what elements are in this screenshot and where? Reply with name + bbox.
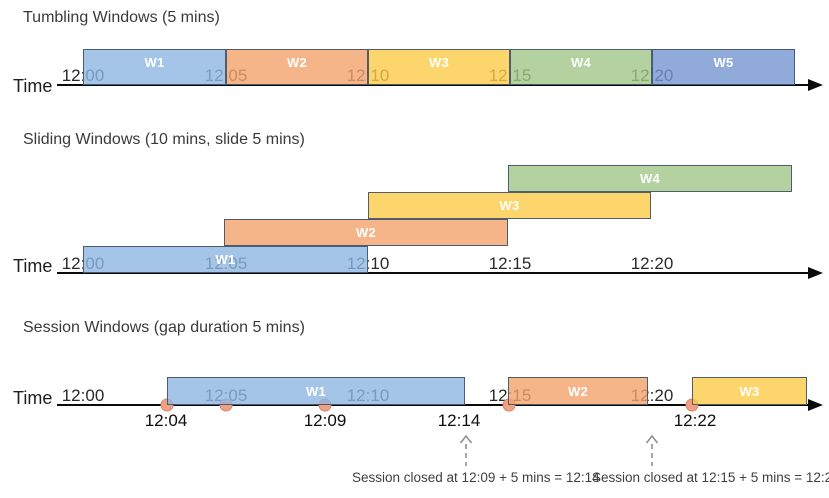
tumbling-section-title: Tumbling Windows (5 mins) — [23, 9, 220, 26]
session-timeline-arrow-icon — [808, 399, 823, 411]
session-tick-1200: 12:00 — [61, 386, 105, 405]
tumbling-time-axis-label: Time — [13, 76, 53, 96]
tumbling-window-w4: W4 — [510, 49, 652, 85]
sliding-window-w4-label: W4 — [639, 171, 661, 186]
sliding-window-w1: W1 — [83, 246, 368, 273]
dashed-up-arrow-icon-left — [459, 434, 473, 466]
sliding-window-w3: W3 — [368, 192, 651, 219]
tumbling-window-w2-label: W2 — [286, 55, 308, 70]
tumbling-timeline — [57, 84, 810, 86]
session-window-w1-label: W1 — [305, 383, 327, 399]
session-close-label-1214: 12:14 — [437, 411, 481, 430]
sliding-window-w2-label: W2 — [355, 225, 377, 240]
session-time-axis-label: Time — [13, 388, 53, 408]
sliding-tick-1215: 12:15 — [488, 254, 532, 273]
sliding-window-w1-label: W1 — [215, 252, 236, 267]
sliding-window-w4: W4 — [508, 165, 792, 192]
sliding-window-w3-label: W3 — [499, 198, 520, 213]
session-event-label-1209: 12:09 — [303, 411, 347, 430]
session-window-w3-label: W3 — [739, 383, 760, 399]
session-section-title: Session Windows (gap duration 5 mins) — [23, 319, 305, 336]
session-closed-annotation-left: Session closed at 12:09 + 5 mins = 12:14 — [352, 470, 600, 485]
tumbling-window-w1-label: W1 — [144, 55, 165, 70]
sliding-time-axis-label: Time — [13, 256, 53, 276]
tumbling-window-w4-label: W4 — [570, 55, 592, 70]
sliding-section-title: Sliding Windows (10 mins, slide 5 mins) — [23, 131, 305, 148]
sliding-timeline — [57, 272, 810, 274]
tumbling-timeline-arrow-icon — [808, 79, 823, 91]
tumbling-window-w3: W3 — [368, 49, 510, 85]
session-closed-annotation-right: Session closed at 12:15 + 5 mins = 12:20 — [592, 470, 829, 485]
session-window-w3: W3 — [692, 377, 807, 405]
session-event-label-1222: 12:22 — [673, 411, 717, 430]
session-event-label-1204: 12:04 — [144, 411, 188, 430]
dashed-up-arrow-icon-right — [645, 434, 659, 466]
tumbling-window-w2: W2 — [226, 49, 368, 85]
session-timeline — [57, 404, 810, 406]
sliding-window-w2: W2 — [224, 219, 508, 246]
session-window-w1: W1 — [167, 377, 465, 405]
tumbling-window-w5: W5 — [652, 49, 795, 85]
session-window-w2-label: W2 — [567, 383, 589, 399]
sliding-tick-1220: 12:20 — [630, 254, 674, 273]
tumbling-window-w1: W1 — [83, 49, 226, 85]
tumbling-window-w3-label: W3 — [428, 55, 450, 70]
session-window-w2: W2 — [508, 377, 648, 405]
sliding-timeline-arrow-icon — [808, 267, 823, 279]
tumbling-window-w5-label: W5 — [713, 55, 734, 70]
